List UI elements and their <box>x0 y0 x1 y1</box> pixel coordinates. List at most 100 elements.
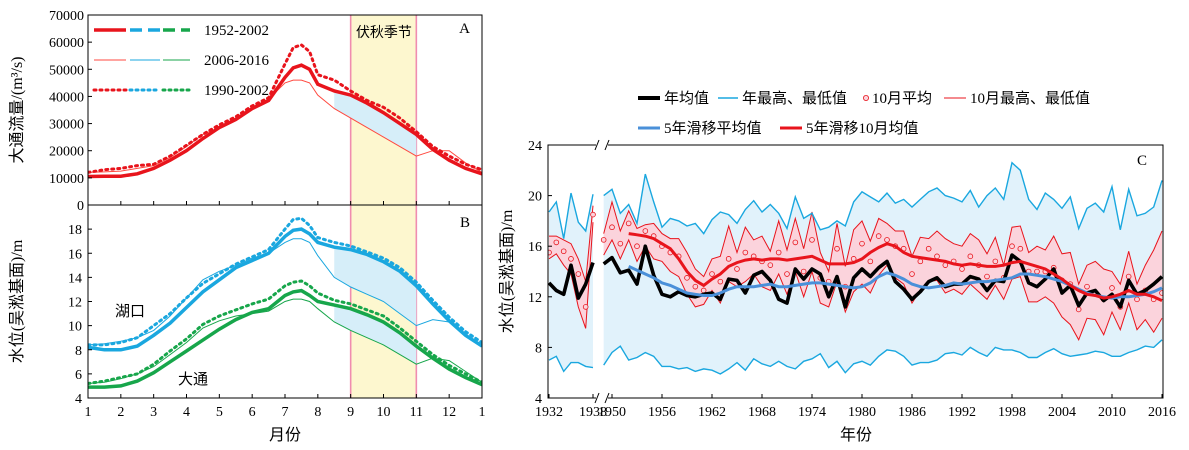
x-tick-label-c: 1998 <box>998 405 1026 420</box>
oct-mean-point <box>692 283 699 290</box>
y-tick-label-a: 30000 <box>49 118 84 133</box>
oct-mean-point <box>1075 306 1082 313</box>
y-axis-label-c: 水位(吴淞基面)/m <box>498 209 516 333</box>
axis-break-mask-bottom <box>596 394 608 402</box>
series-line-datong-1952-2002 <box>88 288 482 389</box>
series-line-hukou-2006-2016 <box>88 238 482 346</box>
oct-mean-point <box>734 266 740 272</box>
oct-mean-point <box>984 273 990 280</box>
series-line-1990-2002 <box>88 43 482 174</box>
panel-a: 伏秋季节 0 10000 20000 30000 40000 50000 60000 70000… <box>8 9 483 214</box>
oct-mean-point <box>684 275 690 281</box>
x-tick-label-b: 2 <box>117 405 124 420</box>
legend-label-a: 1990-2002 <box>204 83 269 99</box>
oct-mean-point <box>934 253 940 260</box>
y-tick-label-c: 24 <box>528 139 542 154</box>
y-tick-label-a: 60000 <box>49 36 84 51</box>
x-tick-label-b: 5 <box>216 405 223 420</box>
oct-mean-point <box>1109 285 1115 291</box>
oct-mean-point <box>590 211 596 218</box>
oct-mean-point <box>967 253 974 260</box>
oct-mean-point <box>1009 243 1015 250</box>
panel-letter-c: C <box>1137 153 1147 169</box>
annual-mean-line <box>548 262 595 300</box>
x-tick-label-c: 2010 <box>1098 405 1126 420</box>
y-tick-label-b: 14 <box>68 271 82 286</box>
oct-mean-point <box>742 249 749 256</box>
legend-a: 1952-2002 2006-2016 1990-2002 <box>92 23 269 99</box>
plot-frame-c <box>547 144 1164 399</box>
y-axis-label-a: 大通流量/(m³/s) <box>8 56 26 163</box>
legend-label-c: 5年滑移10月均值 <box>806 120 919 137</box>
oct-mean-point <box>609 224 615 231</box>
segment-c-1 <box>600 161 1163 375</box>
y-tick-label-c: 20 <box>528 190 542 205</box>
y-tick-label-b: 8 <box>75 344 82 359</box>
y-tick-label-a: 0 <box>77 199 84 214</box>
x-tick-label-c: 1968 <box>748 405 776 420</box>
oct-mean-point <box>784 271 790 277</box>
series-line-hukou-1952-2002 <box>88 227 482 352</box>
series-line-hukou-1990-2002 <box>88 216 482 347</box>
legend-swatch-oct-mean <box>863 95 870 102</box>
x-tick-label-c: 1956 <box>648 405 676 420</box>
oct-mean-point <box>925 245 932 252</box>
y-tick-label-b: 12 <box>68 296 82 311</box>
oct-mean-point <box>867 258 874 265</box>
panel-letter-a: A <box>459 21 470 37</box>
y-tick-label-c: 12 <box>528 291 542 306</box>
oct-mean-point <box>582 304 589 310</box>
x-tick-label-b: 12 <box>442 405 456 420</box>
oct-mean-point <box>717 278 724 285</box>
oct-mean-point <box>884 237 890 243</box>
series-group-b <box>88 216 482 389</box>
y-tick-label-b: 10 <box>68 320 82 335</box>
x-tick-label-b: 9 <box>347 405 354 420</box>
oct-mean-point <box>1034 268 1040 275</box>
oct-mean-point <box>917 258 924 265</box>
legend-label-c: 10月平均 <box>872 90 932 107</box>
oct-max-line <box>603 200 1163 286</box>
x-tick-label-b: 10 <box>377 405 391 420</box>
oct-mean-point <box>642 228 649 234</box>
oct-mean-point <box>1159 290 1163 296</box>
y-tick-label-a: 70000 <box>49 9 84 24</box>
x-tick-label-b: 11 <box>410 405 423 420</box>
x-tick-label-c: 1974 <box>798 405 826 420</box>
x-tick-label-b: 3 <box>150 405 157 420</box>
y-tick-label-b: 18 <box>68 223 82 238</box>
oct-mean-point <box>992 258 999 265</box>
legend-c: 年均值 年最高、最低值 10月平均 10月最高、最低值 5年滑移平均值 5年滑移10月均值 <box>638 90 1090 137</box>
x-tick-label-b: 8 <box>314 405 321 420</box>
season-label-a: 伏秋季节 <box>356 25 412 41</box>
y-tick-label-a: 10000 <box>49 172 84 187</box>
legend-label-c: 10月最高、最低值 <box>970 90 1090 107</box>
x-tick-label-c: 1980 <box>848 405 876 420</box>
y-tick-label-a: 40000 <box>49 90 84 105</box>
x-axis-label-c: 年份 <box>840 426 872 444</box>
oct-mean-point <box>709 271 715 277</box>
y-tick-label-a: 50000 <box>49 63 84 78</box>
station-label-hukou: 湖口 <box>115 303 145 320</box>
annual-min-line <box>603 339 1163 375</box>
series-group-a <box>88 43 482 179</box>
panel-letter-b: B <box>460 215 470 231</box>
plot-frame-a <box>87 14 483 206</box>
season-diff-fill-hukou <box>334 247 417 326</box>
x-tick-label-b: 7 <box>282 405 289 420</box>
oct-range-band <box>603 201 1162 340</box>
oct-mean-point <box>859 240 865 247</box>
series-line-datong-2006-2016 <box>88 298 482 384</box>
season-diff-fill-a <box>334 91 417 157</box>
oct-mean-point <box>1134 296 1140 303</box>
oct-mean-point <box>1017 245 1024 252</box>
y-tick-label-c: 16 <box>528 240 542 255</box>
legend-label-c: 年均值 <box>664 90 709 107</box>
x-tick-label-c: 2004 <box>1048 405 1076 420</box>
x-tick-label-c: 1938 <box>579 405 607 420</box>
season-diff-fill-datong <box>334 305 417 365</box>
ma5-oct-line <box>628 232 1163 302</box>
oct-mean-point <box>575 271 582 277</box>
x-tick-label-c: 1992 <box>948 405 976 420</box>
